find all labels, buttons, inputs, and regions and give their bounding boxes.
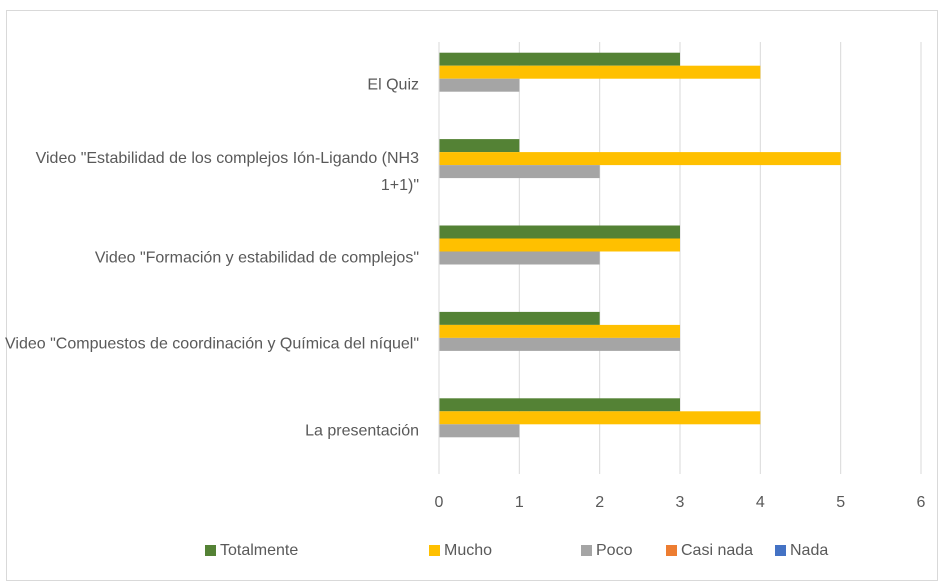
category-label: Video "Compuestos de coordinación y Quím… xyxy=(5,335,419,353)
bar xyxy=(439,165,600,179)
bar xyxy=(439,65,761,79)
x-tick-label: 0 xyxy=(435,494,444,511)
category-label: La presentación xyxy=(305,422,419,440)
legend-label: Totalmente xyxy=(220,542,298,559)
bar xyxy=(439,324,680,338)
bar xyxy=(439,251,600,265)
legend-label: Mucho xyxy=(444,542,492,559)
legend-swatch xyxy=(775,545,786,556)
x-tick-label: 3 xyxy=(676,494,685,511)
legend-label: Casi nada xyxy=(681,542,753,559)
bar xyxy=(439,337,680,351)
category-label: El Quiz xyxy=(367,76,419,94)
x-tick-label: 2 xyxy=(595,494,604,511)
bar xyxy=(439,152,841,166)
bar xyxy=(439,411,761,425)
x-tick-label: 5 xyxy=(836,494,845,511)
bar xyxy=(439,78,520,92)
legend-label: Poco xyxy=(596,542,633,559)
legend-swatch xyxy=(205,545,216,556)
x-tick-label: 6 xyxy=(917,494,926,511)
bar xyxy=(439,398,680,412)
bar xyxy=(439,311,600,325)
category-label: Video "Estabilidad de los complejos Ión-… xyxy=(35,149,419,194)
bar xyxy=(439,424,520,438)
legend-swatch xyxy=(429,545,440,556)
bar xyxy=(439,52,680,66)
x-tick-label: 4 xyxy=(756,494,765,511)
chart-border xyxy=(6,10,938,581)
legend-swatch xyxy=(666,545,677,556)
legend-swatch xyxy=(581,545,592,556)
x-tick-label: 1 xyxy=(515,494,524,511)
bar xyxy=(439,139,520,153)
bar xyxy=(439,238,680,252)
legend-label: Nada xyxy=(790,542,828,559)
bar xyxy=(439,225,680,239)
category-label: Video "Formación y estabilidad de comple… xyxy=(94,249,419,267)
